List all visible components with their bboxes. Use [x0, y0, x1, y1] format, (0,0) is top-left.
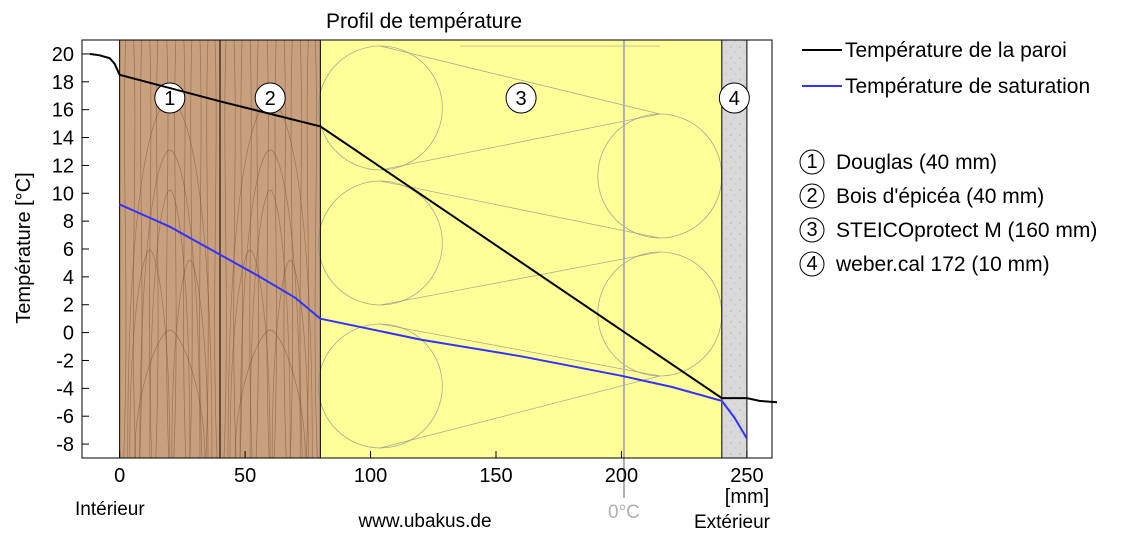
- y-tick-label: 12: [52, 155, 74, 177]
- y-tick-label: 0: [63, 323, 74, 345]
- y-axis-label: Température [°C]: [13, 172, 35, 323]
- layer-marker-number: 3: [516, 88, 527, 110]
- y-tick-label: 20: [52, 44, 74, 66]
- x-tick-label: 0: [114, 465, 125, 487]
- layer-marker-number: 2: [265, 88, 276, 110]
- series-line-wall-temperature: [89, 52, 778, 404]
- wood-grain-arc: [229, 249, 271, 459]
- y-tick-label: -6: [56, 406, 74, 428]
- wood-grain-line: [299, 39, 303, 459]
- series-line-saturation-temperature: [119, 203, 748, 440]
- y-tick-label: 4: [63, 267, 74, 289]
- legend-layer-marker-3: [799, 217, 825, 243]
- wood-grain-line: [199, 39, 203, 459]
- y-tick-label: -4: [56, 378, 74, 400]
- legend-layer-marker-2: [799, 183, 825, 209]
- insulation-connector: [380, 45, 660, 115]
- y-tick-label: 2: [63, 295, 74, 317]
- wood-grain-arc: [234, 329, 306, 459]
- y-tick-label: 14: [52, 128, 74, 150]
- x-tick-label: 250: [730, 465, 763, 487]
- interior-label: Intérieur: [75, 499, 145, 520]
- x-tick-label: 200: [605, 465, 638, 487]
- insulation-connector: [380, 375, 660, 449]
- exterior-label: Extérieur: [694, 512, 771, 533]
- insulation-connector: [380, 251, 660, 306]
- legend-label: Température de la paroi: [845, 39, 1067, 62]
- wood-grain-line: [305, 39, 309, 459]
- wood-grain-arc: [139, 149, 201, 459]
- layer-marker-number: 4: [729, 88, 740, 110]
- legend-layer-name: weber.cal 172 (10 mm): [835, 253, 1050, 276]
- wood-grain-arc: [271, 259, 309, 459]
- wood-grain-line: [233, 39, 237, 459]
- wood-grain-line: [205, 39, 209, 459]
- wood-grain-arc: [249, 189, 291, 459]
- legend-layer-number: 1: [806, 151, 817, 173]
- insulation-connector: [380, 323, 660, 377]
- x-tick-label: 150: [479, 465, 512, 487]
- y-tick-label: -2: [56, 350, 74, 372]
- layer-marker-4: [718, 82, 750, 114]
- wood-grain-arc: [129, 249, 171, 459]
- wood-grain-line: [189, 39, 193, 459]
- y-tick-label: 8: [63, 211, 74, 233]
- y-tick-label: 10: [52, 183, 74, 205]
- x-unit-label: [mm]: [725, 486, 769, 508]
- legend-layer-name: Bois d'épicéa (40 mm): [836, 185, 1044, 208]
- wood-grain-line: [133, 39, 137, 459]
- legend-label: Température de saturation: [845, 75, 1090, 98]
- wood-grain-arc: [149, 189, 191, 459]
- insulation-connector: [380, 113, 660, 171]
- legend-layer-number: 4: [806, 253, 817, 275]
- y-tick-label: 6: [63, 239, 74, 261]
- wood-grain-arc: [239, 149, 301, 459]
- legend-layer-number: 3: [806, 219, 817, 241]
- wood-grain-arc: [171, 259, 209, 459]
- x-tick-label: 100: [354, 465, 387, 487]
- wood-grain-arc: [134, 329, 206, 459]
- chart-title: Profil de température: [326, 10, 522, 33]
- wood-grain-line: [289, 39, 293, 459]
- wood-grain-line: [283, 39, 287, 459]
- insulation-connector: [380, 180, 660, 239]
- legend-layer-name: Douglas (40 mm): [836, 151, 997, 174]
- y-tick-label: 18: [52, 72, 74, 94]
- x-tick-label: 50: [234, 465, 256, 487]
- y-tick-label: -8: [56, 434, 74, 456]
- wood-grain-line: [214, 39, 218, 459]
- wood-grain-line: [314, 39, 318, 459]
- wood-grain-line: [223, 39, 227, 459]
- layer-marker-3: [505, 82, 537, 114]
- legend-layer-marker-1: [799, 149, 825, 175]
- legend-layer-marker-4: [799, 251, 825, 277]
- zero-degree-label: 0°C: [608, 502, 640, 523]
- legend-layer-name: STEICOprotect M (160 mm): [836, 219, 1097, 242]
- legend-layer-number: 2: [806, 185, 817, 207]
- wood-grain-line: [123, 39, 127, 459]
- y-tick-label: 16: [52, 100, 74, 122]
- website-label: www.ubakus.de: [357, 511, 491, 532]
- layer-marker-number: 1: [164, 88, 175, 110]
